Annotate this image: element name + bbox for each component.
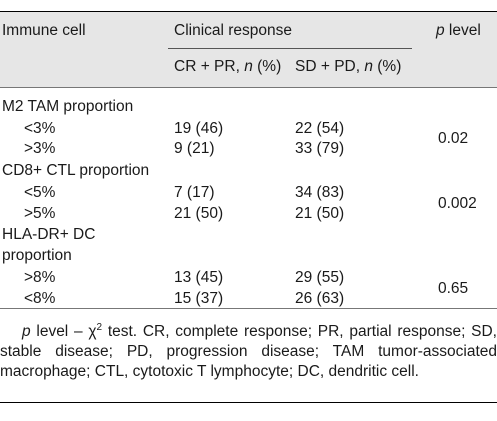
- footnote-p-italic: p: [22, 323, 31, 340]
- row-label: >3%: [24, 140, 56, 157]
- row-sd-pd: 33 (79): [295, 140, 345, 157]
- row-sd-pd: 22 (54): [295, 120, 345, 137]
- row-sd-pd: 34 (83): [295, 184, 345, 201]
- header-sd-pd-n: n: [364, 58, 373, 75]
- row-sd-pd: 26 (63): [295, 290, 345, 307]
- footnote-superscript: 2: [96, 321, 103, 333]
- row-cr-pr: 21 (50): [174, 205, 224, 222]
- row-label: <8%: [24, 290, 56, 307]
- table-header: [0, 11, 497, 88]
- row-cr-pr: 19 (46): [174, 120, 224, 137]
- header-p-level: p level: [436, 22, 481, 40]
- row-label: >5%: [24, 205, 56, 222]
- row-cr-pr: 13 (45): [174, 269, 224, 286]
- group-title-hla-dr-dc-line2: proportion: [2, 247, 72, 264]
- footnote-part1: level – χ: [30, 323, 97, 340]
- row-label: >8%: [24, 269, 56, 286]
- header-cr-pr-suffix: (%): [252, 58, 282, 75]
- header-sd-pd: SD + PD, n (%): [295, 58, 401, 76]
- header-p-italic: p: [436, 22, 445, 39]
- row-cr-pr: 9 (21): [174, 140, 215, 157]
- row-cr-pr: 15 (37): [174, 290, 224, 307]
- header-immune-cell: Immune cell: [2, 22, 86, 39]
- footnote-bottom-rule: [0, 402, 497, 403]
- header-bottom-rule: [0, 87, 497, 88]
- group-title-cd8-ctl: CD8+ CTL proportion: [2, 162, 150, 179]
- header-cr-pr-n: n: [244, 58, 253, 75]
- header-clinical-response: Clinical response: [174, 22, 293, 39]
- header-cr-pr-prefix: CR + PR,: [174, 58, 245, 75]
- group-p-value: 0.02: [438, 130, 469, 147]
- row-cr-pr: 7 (17): [174, 184, 215, 201]
- header-span-rule: [168, 48, 412, 49]
- header-sd-pd-suffix: (%): [372, 58, 402, 75]
- table-footnote: p level – χ2 test. CR, complete response…: [0, 322, 497, 382]
- header-p-rest: level: [444, 22, 481, 39]
- row-sd-pd: 29 (55): [295, 269, 345, 286]
- group-p-value: 0.65: [438, 280, 469, 297]
- group-title-m2-tam: M2 TAM proportion: [2, 98, 134, 115]
- header-cr-pr: CR + PR, n (%): [174, 58, 281, 76]
- row-label: <3%: [24, 120, 56, 137]
- header-sd-pd-prefix: SD + PD,: [295, 58, 365, 75]
- row-label: <5%: [24, 184, 56, 201]
- footnote-part2: test. CR, complete response; PR, partial…: [0, 323, 497, 380]
- group-title-hla-dr-dc-line1: HLA-DR+ DC: [2, 226, 96, 243]
- group-p-value: 0.002: [438, 195, 477, 212]
- row-sd-pd: 21 (50): [295, 205, 345, 222]
- table-bottom-rule: [0, 308, 497, 309]
